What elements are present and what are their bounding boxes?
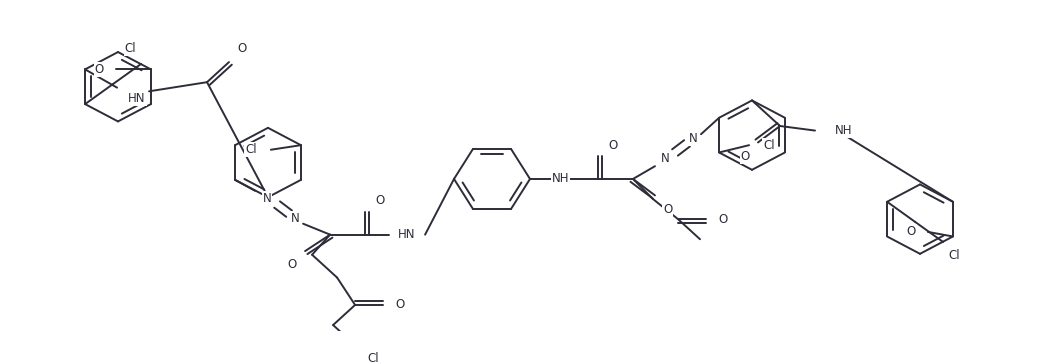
Text: Cl: Cl: [124, 42, 136, 55]
Text: O: O: [663, 203, 672, 216]
Text: O: O: [718, 212, 728, 226]
Text: N: N: [661, 152, 669, 165]
Text: HN: HN: [129, 92, 146, 105]
Text: O: O: [288, 258, 297, 272]
Text: N: N: [263, 191, 271, 205]
Text: HN: HN: [398, 228, 416, 241]
Text: Cl: Cl: [763, 139, 775, 152]
Text: O: O: [395, 298, 404, 311]
Text: O: O: [376, 194, 384, 207]
Text: O: O: [95, 63, 104, 76]
Text: NH: NH: [835, 124, 852, 137]
Text: O: O: [907, 226, 916, 239]
Text: O: O: [741, 150, 750, 163]
Text: N: N: [688, 132, 697, 145]
Text: Cl: Cl: [246, 143, 256, 156]
Text: NH: NH: [552, 172, 569, 185]
Text: O: O: [237, 42, 246, 55]
Text: Cl: Cl: [367, 353, 379, 362]
Text: Cl: Cl: [948, 249, 960, 262]
Text: O: O: [608, 139, 617, 152]
Text: N: N: [290, 212, 299, 225]
